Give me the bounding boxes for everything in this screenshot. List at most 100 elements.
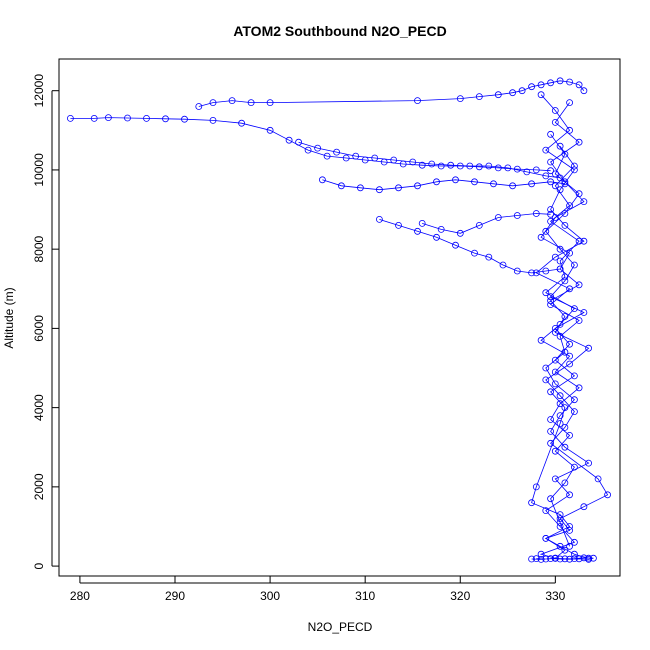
data-point [124, 114, 131, 122]
x-tick-label: 300 [260, 589, 280, 603]
data-point [571, 463, 578, 471]
data-point [571, 555, 578, 562]
data-point [523, 168, 531, 176]
data-point [499, 261, 507, 269]
data-point [494, 214, 502, 221]
data-point [542, 172, 550, 180]
series-line [540, 145, 580, 547]
data-point [490, 180, 497, 188]
y-tick-label: 4000 [32, 394, 46, 421]
data-point [342, 154, 350, 162]
data-point [547, 79, 554, 87]
data-point [575, 555, 583, 563]
data-point [575, 190, 583, 198]
data-point [556, 142, 564, 150]
data-point [528, 555, 535, 563]
data-point [528, 180, 535, 188]
y-tick-label: 8000 [32, 235, 46, 262]
data-point [542, 555, 550, 563]
data-point [547, 388, 554, 396]
data-point [375, 186, 383, 194]
data-point [561, 546, 569, 554]
data-point [551, 119, 559, 126]
y-axis: 0 2000 4000 6000 8000 10000 12000 [32, 74, 59, 569]
data-point [323, 152, 331, 160]
data-point [90, 115, 98, 122]
data-point [561, 443, 569, 451]
data-point [532, 166, 540, 174]
data-point [285, 136, 293, 144]
data-point [542, 227, 550, 235]
data-point [209, 99, 217, 106]
data-point [409, 158, 417, 166]
data-point [571, 372, 578, 380]
series-upper-plateau [195, 77, 588, 110]
data-point [556, 542, 564, 550]
series-mid-excursion-d [418, 210, 554, 237]
data-point [528, 499, 535, 507]
data-point [571, 166, 578, 174]
data-point [580, 87, 588, 95]
data-point [575, 317, 583, 324]
data-point [594, 475, 602, 483]
x-tick-label: 310 [355, 589, 375, 603]
data-point [571, 538, 578, 546]
data-point [542, 507, 550, 515]
data-point [542, 267, 550, 275]
data-point [575, 138, 583, 146]
data-point [418, 161, 426, 169]
data-point [575, 281, 583, 289]
data-point [447, 161, 455, 169]
data-point [556, 420, 564, 427]
data-point [556, 519, 564, 526]
data-point [247, 99, 255, 106]
data-point [314, 144, 322, 152]
data-point [547, 167, 554, 175]
series-mid-excursion-a [295, 138, 564, 182]
series-column-profile-4 [537, 142, 583, 550]
series-column-profile-1 [532, 91, 592, 562]
data-point [561, 277, 569, 285]
data-point [566, 78, 573, 86]
data-point [551, 182, 559, 190]
data-point [551, 214, 559, 221]
data-point [485, 162, 493, 170]
data-point [513, 212, 521, 219]
data-point [143, 115, 150, 122]
data-point [395, 184, 402, 192]
data-point [471, 178, 478, 186]
series-upper-left-excursion [67, 114, 554, 175]
data-point [532, 269, 540, 277]
data-point [475, 221, 483, 229]
data-point [475, 93, 483, 100]
data-point [556, 392, 564, 400]
data-point [561, 423, 569, 431]
chart-title: ATOM2 Southbound N2O_PECD [233, 23, 446, 39]
data-point [318, 176, 326, 184]
data-point [547, 495, 554, 503]
data-point [551, 356, 559, 364]
data-point [571, 550, 578, 558]
data-point [551, 253, 559, 261]
data-point [551, 324, 559, 332]
data-point [509, 182, 516, 190]
data-point [556, 257, 564, 265]
series-boundary-layer-sweep [528, 554, 597, 563]
data-point [551, 475, 559, 483]
data-point [295, 138, 303, 146]
data-point [494, 164, 502, 172]
data-point [580, 503, 588, 511]
data-point [561, 178, 569, 186]
data-point [566, 126, 573, 134]
data-point [566, 202, 573, 210]
data-point [395, 221, 402, 229]
data-point [561, 273, 569, 281]
y-tick-label: 2000 [32, 473, 46, 500]
data-point [195, 103, 203, 110]
data-point [561, 210, 569, 217]
series-mid-excursion-b [318, 176, 569, 194]
series-line [298, 141, 561, 179]
data-point [547, 178, 554, 186]
data-point [418, 219, 426, 227]
data-point [428, 160, 436, 168]
